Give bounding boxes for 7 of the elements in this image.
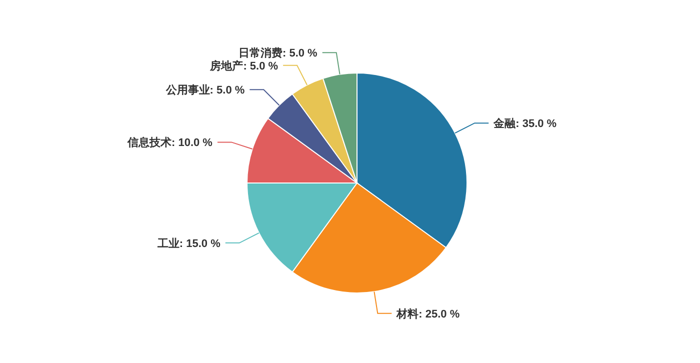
slice-label: 信息技术: 10.0 % [126, 136, 213, 150]
slice-label: 工业: 15.0 % [156, 236, 221, 250]
slice-label: 金融: 35.0 % [492, 117, 557, 130]
slice-label: 房地产: 5.0 % [209, 59, 278, 72]
slice-label: 材料: 25.0 % [396, 307, 460, 320]
slice-label: 日常消费: 5.0 % [238, 46, 318, 60]
slice-label: 公用事业: 5.0 % [164, 84, 245, 97]
